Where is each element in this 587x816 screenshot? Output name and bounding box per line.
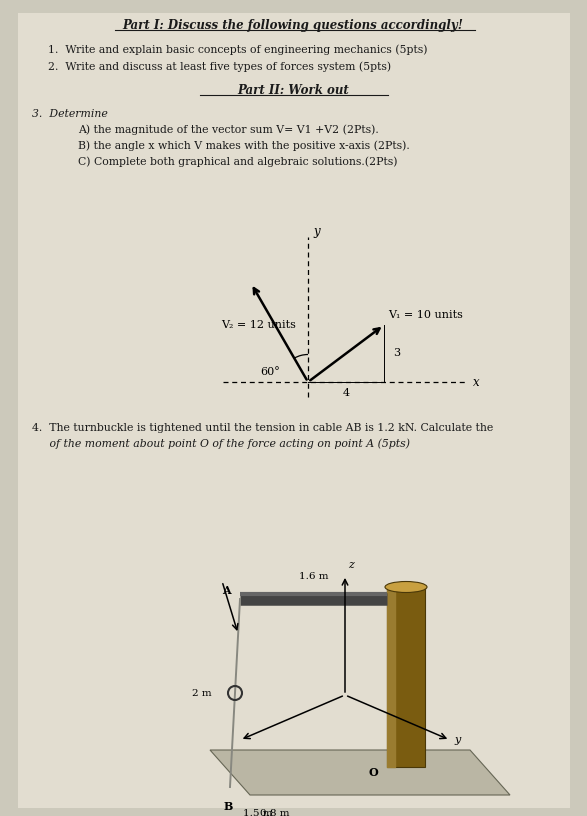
Text: 3: 3 xyxy=(393,348,400,358)
Text: z: z xyxy=(348,560,354,570)
Text: V₂ = 12 units: V₂ = 12 units xyxy=(221,320,296,330)
Text: C) Complete both graphical and algebraic solutions.(2Pts): C) Complete both graphical and algebraic… xyxy=(78,157,397,167)
Text: 4.  The turnbuckle is tightened until the tension in cable AB is 1.2 kN. Calcula: 4. The turnbuckle is tightened until the… xyxy=(32,423,493,433)
Text: 4: 4 xyxy=(342,388,350,398)
Polygon shape xyxy=(210,750,510,795)
Text: 1.  Write and explain basic concepts of engineering mechanics (5pts): 1. Write and explain basic concepts of e… xyxy=(48,45,427,55)
Text: B: B xyxy=(223,801,232,812)
Text: y: y xyxy=(313,225,320,238)
Ellipse shape xyxy=(385,582,427,592)
Text: A) the magnitude of the vector sum V= V1 +V2 (2Pts).: A) the magnitude of the vector sum V= V1… xyxy=(78,125,379,135)
Text: 3.  Determine: 3. Determine xyxy=(32,109,108,119)
Text: y: y xyxy=(454,735,460,745)
Text: O: O xyxy=(368,768,378,778)
Text: B) the angle x which V makes with the positive x-axis (2Pts).: B) the angle x which V makes with the po… xyxy=(78,140,410,151)
Text: x: x xyxy=(473,375,480,388)
Text: 2.  Write and discuss at least five types of forces system (5pts): 2. Write and discuss at least five types… xyxy=(48,62,391,73)
Text: of the moment about point O of the force acting on point A (5pts): of the moment about point O of the force… xyxy=(32,439,410,450)
Text: 0.8 m: 0.8 m xyxy=(260,809,290,816)
FancyBboxPatch shape xyxy=(18,13,570,808)
Text: 60°: 60° xyxy=(260,367,280,377)
Bar xyxy=(387,587,425,767)
Text: 2 m: 2 m xyxy=(192,689,212,698)
Text: A: A xyxy=(222,586,230,596)
Text: Part I: Discuss the following questions accordingly!: Part I: Discuss the following questions … xyxy=(123,19,464,32)
Text: V₁ = 10 units: V₁ = 10 units xyxy=(388,310,463,320)
Text: 1.6 m: 1.6 m xyxy=(299,572,328,581)
Text: Part II: Work out: Part II: Work out xyxy=(237,83,349,96)
Text: 1.5 m: 1.5 m xyxy=(243,809,272,816)
